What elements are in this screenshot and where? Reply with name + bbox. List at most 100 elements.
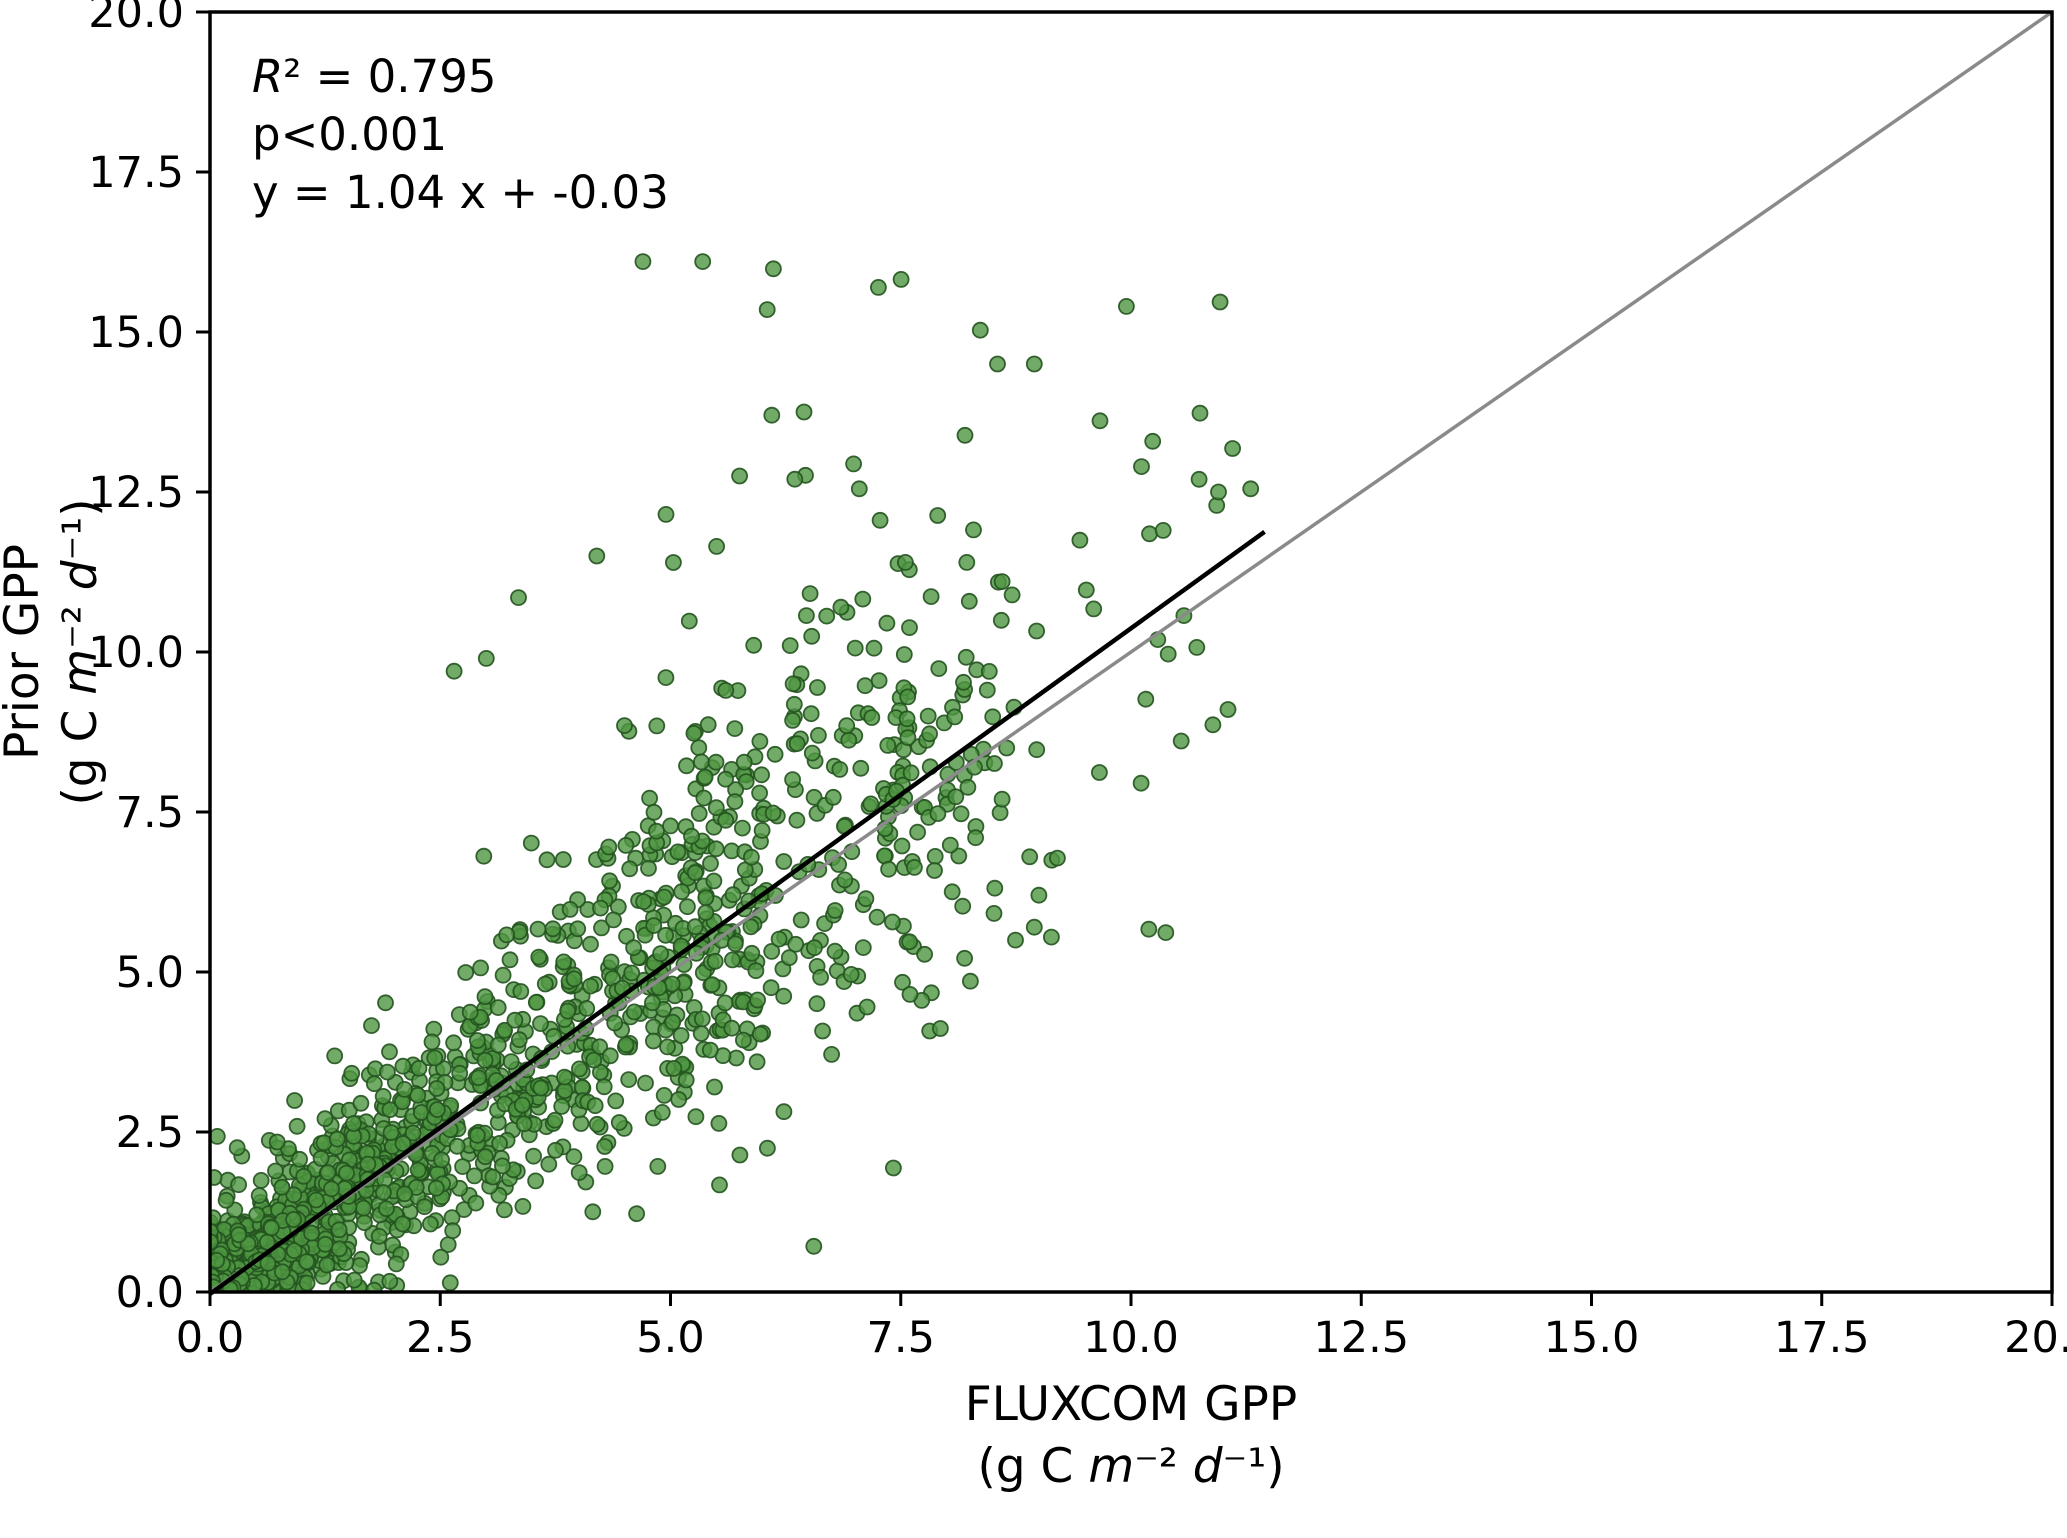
scatter-point	[697, 904, 715, 921]
scatter-point	[745, 636, 763, 654]
scatter-point	[893, 837, 911, 855]
y-tick-label: 15.0	[88, 308, 184, 358]
scatter-point	[687, 1108, 705, 1126]
scatter-point	[692, 1025, 710, 1042]
scatter-point	[1028, 622, 1045, 640]
scatter-point	[1188, 639, 1206, 656]
scatter-point	[572, 1115, 590, 1132]
scatter-point	[680, 612, 698, 630]
scatter-point	[818, 607, 836, 625]
scatter-point	[617, 837, 635, 854]
scatter-point	[978, 681, 996, 699]
scatter-point	[669, 843, 687, 861]
scatter-point	[468, 1032, 486, 1049]
scatter-point	[871, 511, 889, 529]
scatter-point	[748, 1053, 766, 1071]
scatter-point	[894, 973, 911, 991]
scatter-point	[868, 908, 886, 926]
scatter-point	[993, 790, 1011, 808]
scatter-point	[1132, 774, 1150, 792]
scatter-point	[345, 1115, 362, 1132]
scatter-point	[902, 764, 920, 782]
scatter-point	[826, 902, 844, 919]
scatter-point	[690, 739, 708, 757]
scatter-point	[655, 1087, 673, 1104]
scatter-point	[703, 976, 721, 993]
scatter-point	[959, 778, 977, 796]
scatter-point	[826, 942, 844, 960]
scatter-point	[601, 1047, 619, 1065]
scatter-point	[316, 1110, 334, 1128]
scatter-point	[985, 905, 1003, 922]
scatter-point	[584, 1203, 602, 1221]
scatter-point	[801, 585, 819, 602]
scatter-point	[374, 1184, 392, 1201]
scatter-point	[780, 949, 798, 967]
scatter-point	[461, 1003, 479, 1021]
scatter-point	[705, 872, 723, 890]
scatter-point	[625, 939, 642, 957]
scatter-point	[956, 949, 973, 967]
scatter-point	[686, 864, 704, 882]
scatter-point	[582, 935, 599, 953]
scatter-point	[569, 920, 587, 938]
scatter-point	[502, 1053, 520, 1070]
scatter-point	[662, 817, 679, 835]
scatter-point	[312, 1150, 330, 1167]
scatter-point	[1007, 931, 1024, 949]
scatter-point	[525, 1147, 542, 1165]
y-tick-label: 0.0	[116, 1268, 184, 1318]
scatter-point	[735, 753, 753, 771]
scatter-point	[845, 455, 862, 473]
scatter-point	[217, 1191, 235, 1209]
scatter-point	[787, 935, 805, 953]
x-tick-label: 7.5	[867, 1313, 935, 1363]
scatter-point	[664, 1013, 682, 1031]
scatter-point	[679, 898, 696, 916]
scatter-point	[316, 1235, 334, 1253]
scatter-point	[649, 1158, 667, 1175]
scatter-point	[956, 426, 974, 444]
scatter-point	[852, 759, 870, 777]
scatter-point	[993, 573, 1011, 590]
scatter-point	[404, 1124, 422, 1142]
scatter-point	[210, 1128, 226, 1145]
scatter-point	[1091, 412, 1109, 430]
scatter-point	[1172, 732, 1190, 750]
scatter-point	[702, 855, 719, 872]
regression-fit-line	[208, 529, 1266, 1296]
scatter-point	[659, 1038, 676, 1056]
scatter-point	[445, 1034, 463, 1052]
scatter-point	[428, 1080, 446, 1097]
scatter-point	[919, 707, 937, 725]
scatter-point	[210, 1252, 226, 1269]
scatter-point	[382, 1124, 400, 1141]
scatter-point	[625, 1003, 643, 1021]
scatter-point	[410, 1059, 428, 1077]
scatter-point	[1191, 404, 1209, 422]
scatter-point	[992, 611, 1010, 629]
scatter-point	[726, 935, 744, 953]
scatter-point	[570, 1164, 588, 1181]
scatter-point	[506, 1011, 524, 1029]
x-tick-label: 12.5	[1313, 1313, 1409, 1363]
scatter-point	[775, 1103, 793, 1121]
scatter-point	[1219, 701, 1237, 718]
scatter-point	[606, 1014, 624, 1032]
scatter-point	[1159, 645, 1177, 663]
scatter-point	[957, 648, 975, 666]
scatter-point	[840, 731, 858, 749]
scatter-point	[652, 945, 669, 962]
scatter-point	[476, 1051, 494, 1069]
scatter-point	[926, 862, 943, 879]
scatter-point	[693, 753, 710, 771]
scatter-point	[230, 1226, 248, 1244]
scatter-point	[285, 1242, 303, 1259]
scatter-point	[865, 639, 883, 657]
scatter-point	[329, 1281, 346, 1292]
scatter-point	[884, 913, 901, 931]
scatter-point	[922, 588, 940, 605]
